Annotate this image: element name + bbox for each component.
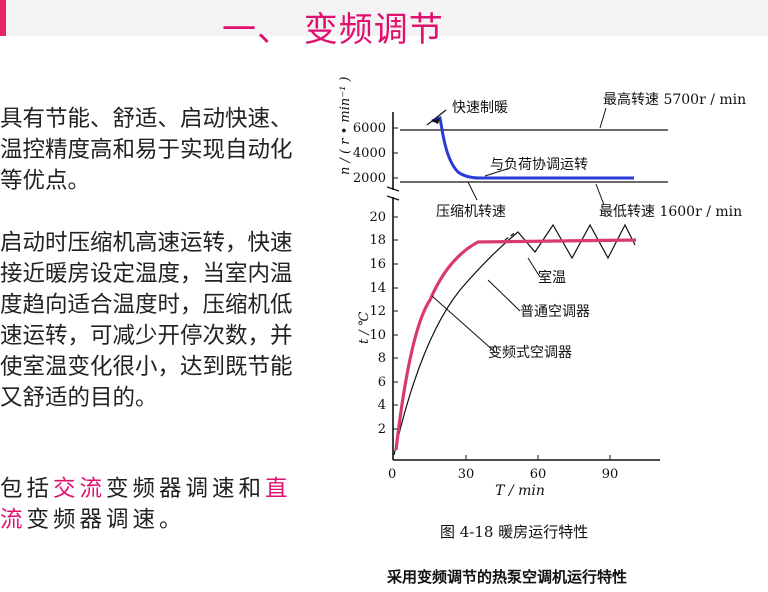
slide-title: 一、 变频调节 [222,10,444,50]
room-temp-label: 室温 [538,269,566,286]
min-speed-leader [595,183,605,206]
types-text-pre: 包括 [0,476,54,502]
lower-tick-label: 10 [369,328,386,343]
upper-tick-label: 2000 [353,171,386,186]
inverter-ac-leader [431,295,496,353]
normal-ac-curve [393,223,636,456]
title-accent-bar [0,0,6,36]
room-temp-dashed [504,231,517,241]
upper-ticks [393,127,398,179]
min-speed-label: 最低转速 1600r / min [599,204,742,220]
axis-break-mark [386,186,400,192]
lower-tick-label: 4 [378,398,386,413]
x-tick-label: 30 [458,467,475,482]
fast-heat-label: 快速制暖 [452,100,508,116]
highlight-ac: 交流 [53,476,107,502]
lower-ticks [393,216,398,430]
x-tick-label: 90 [602,467,619,482]
coordinated-leader [484,167,511,177]
max-speed-label: 最高转速 5700r / min [603,91,746,108]
axis-break-mark [386,195,400,201]
max-speed-leader [599,107,607,129]
lower-tick-label: 2 [378,422,386,437]
paragraph-operation: 启动时压缩机高速运转，快速接近暖房设定温度，当室内温度趋向适合温度时，压缩机低速… [0,230,293,411]
lower-tick-label: 12 [369,304,386,319]
lower-tick-label: 8 [378,351,386,366]
upper-axis-label: n / ( r • min⁻¹ ) [338,76,353,175]
normal-ac-leader [487,279,521,312]
room-temp-leader [527,257,541,278]
fast-heat-arrow-icon [432,118,440,124]
x-ticks [465,455,611,460]
lower-tick-label: 6 [378,375,386,390]
lower-axis-label: t / ℃ [357,311,372,344]
compressor-leader [467,181,478,201]
x-tick-label: 0 [388,467,396,482]
compressor-speed-label: 压缩机转速 [436,204,506,220]
fast-heat-leader [426,109,447,126]
normal-ac-label: 普通空调器 [520,304,590,320]
paragraph-advantages: 具有节能、舒适、启动快速、温控精度高和易于实现自动化等优点。 [0,106,293,194]
slide-caption: 采用变频调节的热泵空调机运行特性 [386,568,627,586]
figure-caption: 图 4-18 暖房运行特性 [440,523,588,541]
lower-tick-label: 14 [369,281,386,296]
paragraph-types: 包括交流变频器调速和直流变频器调速。 [0,474,312,536]
upper-tick-label: 6000 [353,121,386,136]
x-axis-label: T / min [495,483,545,499]
x-tick-label: 60 [530,467,547,482]
title-bar [0,0,768,36]
types-text-post: 变频器调速。 [26,507,186,533]
coordinated-label: 与负荷协调运转 [490,157,588,173]
lower-tick-label: 20 [369,210,386,225]
inverter-ac-label: 变频式空调器 [488,345,572,361]
lower-tick-label: 18 [369,233,386,248]
highlight-dc: 直流 [0,476,292,533]
compressor-speed-curve [431,115,634,180]
lower-tick-label: 16 [369,257,386,272]
inverter-ac-curve [394,238,637,451]
types-text-mid: 变频器调速和 [106,476,266,502]
upper-tick-label: 4000 [353,146,386,161]
